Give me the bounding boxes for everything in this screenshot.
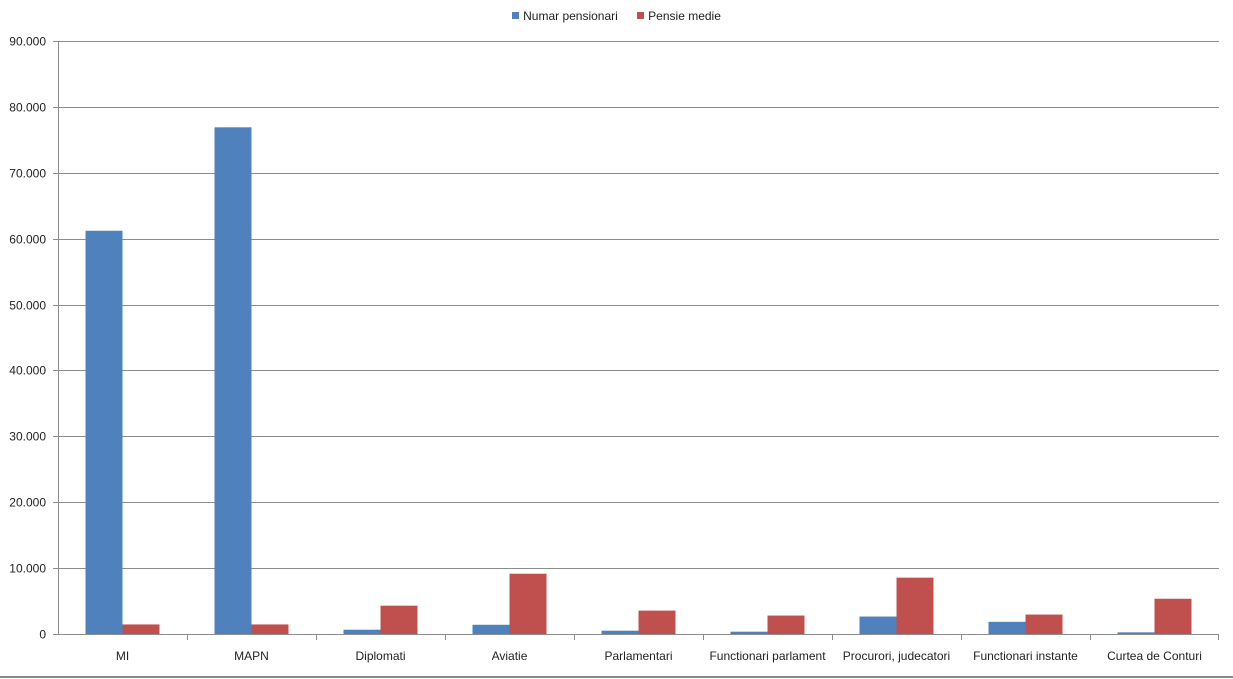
bar-numar-pensionari — [85, 230, 123, 634]
window-bottom-border — [0, 676, 1233, 678]
legend-item-series-2: Pensie medie — [637, 9, 721, 23]
bar-pensie-medie — [509, 573, 547, 634]
x-tick-label: Functionari instante — [973, 649, 1078, 663]
x-tick-label: Aviatie — [492, 649, 528, 663]
x-tick-label: Curtea de Conturi — [1107, 649, 1202, 663]
bar-numar-pensionari — [730, 631, 768, 634]
y-tick-label: 0 — [39, 628, 46, 642]
y-tick-label: 50.000 — [9, 299, 46, 313]
legend-swatch-series-2 — [637, 12, 645, 19]
x-tick-label: Procurori, judecatori — [843, 649, 950, 663]
y-tick-label: 70.000 — [9, 167, 46, 181]
bar-pensie-medie — [122, 624, 160, 634]
bar-numar-pensionari — [343, 629, 381, 634]
y-tick-label: 60.000 — [9, 233, 46, 247]
legend-label-series-1: Numar pensionari — [523, 8, 618, 23]
bar-pensie-medie — [896, 577, 934, 634]
bar-numar-pensionari — [988, 621, 1026, 634]
legend-swatch-series-1 — [512, 12, 520, 19]
legend-label-series-2: Pensie medie — [648, 8, 721, 23]
y-tick-label: 10.000 — [9, 562, 46, 576]
legend-item-series-1: Numar pensionari — [512, 9, 618, 23]
y-tick-label: 20.000 — [9, 496, 46, 510]
y-tick-label: 90.000 — [9, 35, 46, 49]
y-tick-label: 30.000 — [9, 430, 46, 444]
bar-numar-pensionari — [472, 624, 510, 634]
y-tick-label: 40.000 — [9, 364, 46, 378]
x-tick-label: Diplomati — [355, 649, 405, 663]
bar-numar-pensionari — [601, 630, 639, 634]
bar-pensie-medie — [638, 610, 676, 634]
bar-pensie-medie — [251, 624, 289, 634]
bar-pensie-medie — [1025, 614, 1063, 634]
chart-legend: Numar pensionari Pensie medie — [0, 8, 1233, 23]
bar-pensie-medie — [1154, 598, 1192, 634]
x-tick-label: Parlamentari — [604, 649, 672, 663]
bar-pensie-medie — [767, 615, 805, 634]
y-tick-label: 80.000 — [9, 101, 46, 115]
bar-numar-pensionari — [1117, 632, 1155, 634]
bar-pensie-medie — [380, 605, 418, 634]
bar-numar-pensionari — [214, 127, 252, 634]
x-tick-label: MI — [116, 649, 129, 663]
bar-numar-pensionari — [859, 616, 897, 634]
x-tick-label: Functionari parlament — [709, 649, 826, 663]
x-tick-label: MAPN — [234, 649, 269, 663]
